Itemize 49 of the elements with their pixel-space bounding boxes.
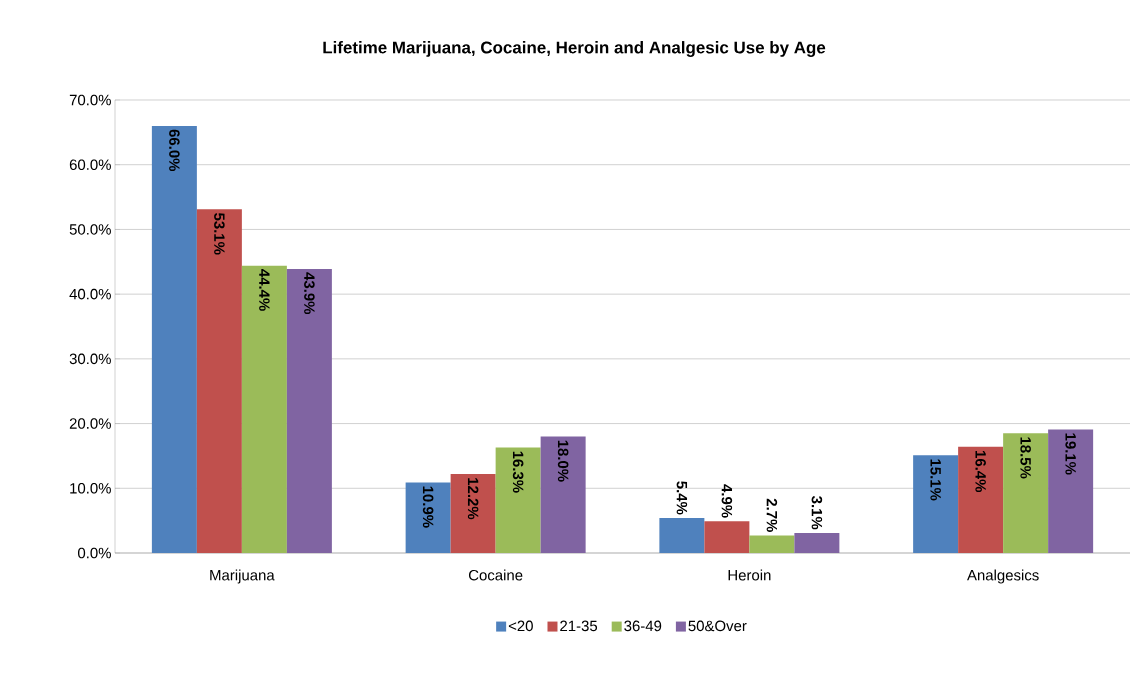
- bar: [958, 446, 1004, 553]
- y-tick-label: 40.0%: [69, 288, 111, 300]
- data-label: 10.9%: [422, 486, 434, 528]
- legend-label: 50&Over: [688, 620, 747, 632]
- data-label: 16.4%: [975, 451, 986, 493]
- data-label: 53.1%: [214, 213, 225, 255]
- legend-label: 36-49: [624, 620, 662, 632]
- bar: [495, 447, 541, 553]
- data-label: 18.5%: [1020, 437, 1031, 479]
- data-label: 18.0%: [557, 440, 569, 482]
- bar: [659, 518, 705, 553]
- bar: [913, 455, 959, 553]
- y-tick-label: 60.0%: [69, 159, 111, 170]
- data-label: 15.1%: [930, 459, 941, 501]
- y-tick-label: 20.0%: [69, 418, 111, 429]
- data-label: 16.3%: [512, 451, 524, 493]
- legend-label: <20: [508, 620, 533, 632]
- data-label: 43.9%: [304, 272, 315, 315]
- bar: [241, 265, 287, 553]
- x-tick-label: Heroin: [728, 569, 771, 581]
- data-label: 2.7%: [766, 498, 778, 532]
- bar: [151, 125, 197, 553]
- data-label: 12.2%: [467, 478, 479, 520]
- x-tick-label: Analgesics: [967, 569, 1039, 584]
- data-label: 19.1%: [1065, 433, 1076, 475]
- bar: [540, 436, 586, 553]
- bar: [196, 209, 242, 553]
- data-label: 66.0%: [169, 129, 180, 172]
- data-label: 44.4%: [259, 269, 270, 311]
- bar: [794, 532, 840, 553]
- y-tick-label: 50.0%: [69, 224, 111, 235]
- bar: [749, 535, 795, 553]
- bar: [1048, 429, 1094, 553]
- y-tick-label: 0.0%: [78, 547, 111, 559]
- legend-label: 21-35: [560, 620, 598, 632]
- data-label: 3.1%: [811, 496, 823, 530]
- bar: [405, 482, 451, 553]
- y-tick-label: 10.0%: [70, 482, 111, 494]
- y-tick-label: 70.0%: [69, 94, 111, 106]
- x-tick-label: Marijuana: [210, 569, 275, 584]
- y-tick-label: 30.0%: [69, 353, 111, 365]
- bar: [286, 268, 332, 553]
- bar: [704, 521, 750, 553]
- x-tick-label: Cocaine: [468, 569, 523, 581]
- data-label: 5.4%: [676, 481, 688, 515]
- chart-title: Lifetime Marijuana, Cocaine, Heroin and Analgesic Use by Age: [323, 41, 826, 57]
- bar: [1003, 433, 1049, 553]
- bar: [450, 474, 496, 553]
- data-label: 4.9%: [721, 484, 733, 518]
